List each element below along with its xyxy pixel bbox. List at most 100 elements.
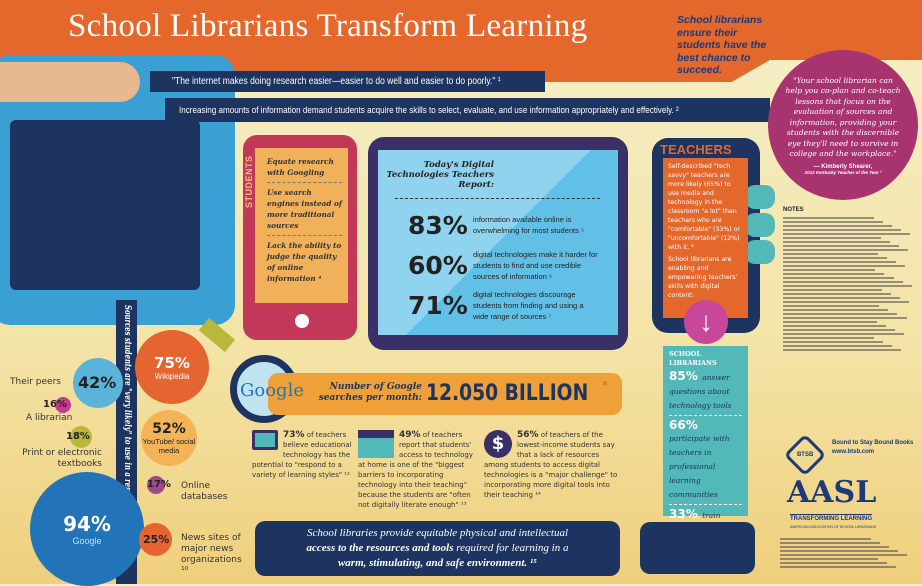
- fact-text: of teachers of the lowest-income student…: [484, 431, 618, 499]
- stat-value: 66%: [669, 418, 698, 432]
- fine-print-line: [780, 566, 896, 568]
- source-label: YouTube/ social media: [142, 437, 196, 455]
- banner-line: warm, stimulating, and safe environment.…: [337, 557, 538, 569]
- source-value: 16%: [43, 399, 67, 410]
- hand-icon: [0, 62, 140, 102]
- tagline: School librarians ensure their students …: [677, 14, 767, 76]
- fact-item: $ 56% of teachers of the lowest-income s…: [484, 430, 620, 500]
- librarian-stat: 85% answer questions about technology to…: [669, 370, 742, 416]
- teal-finger: [745, 185, 775, 209]
- school-librarians-label: SCHOOL LIBRARIANS: [669, 350, 717, 367]
- footer-banner: School libraries provide equitable physi…: [255, 521, 620, 576]
- librarian-quote-bubble: "Your school librarian can help you co-p…: [768, 50, 918, 200]
- fine-print-line: [780, 554, 908, 556]
- quote-author: — Kimberly Shearer,: [813, 163, 873, 170]
- banner-bold: access to the resources and tools: [306, 542, 454, 554]
- notes-list: [783, 217, 913, 351]
- teachers-card: Self-described "tech savvy" teachers are…: [663, 158, 748, 318]
- quote-internet: "The internet makes doing research easie…: [172, 76, 501, 87]
- banner-line: required for learning in a: [453, 542, 569, 554]
- fine-print-line: [780, 538, 871, 540]
- fine-print-line: [783, 233, 911, 235]
- header-band: [0, 0, 922, 60]
- stat-text: digital technologies discourage students…: [473, 289, 584, 321]
- stat-row: 71% digital technologies discourage stude…: [408, 285, 618, 325]
- fine-print-line: [783, 293, 891, 295]
- fine-print-line: [780, 550, 899, 552]
- source-wikipedia: 75% Wikipedia: [135, 330, 209, 404]
- fine-print-line: [783, 321, 877, 323]
- btsb-text: BTSB: [796, 452, 814, 458]
- fine-print-line: [783, 257, 887, 259]
- fine-print-line: [783, 333, 904, 335]
- google-label: Number of Google searches per month:: [318, 382, 422, 403]
- stat-value: 83%: [408, 210, 468, 240]
- banner-line-2: access to the resources and tools requir…: [255, 541, 620, 556]
- fact-value: 73%: [283, 430, 305, 440]
- source-value: 75%: [154, 353, 190, 372]
- fine-print-line: [783, 253, 878, 255]
- laptop-screen: [378, 150, 618, 335]
- source-value: 25%: [143, 533, 170, 546]
- source-value: 94%: [63, 512, 111, 536]
- fine-print-line: [783, 241, 890, 243]
- source-google: 94% Google: [30, 472, 144, 586]
- source-librarian: [55, 397, 71, 413]
- stat-text: information available online is overwhel…: [473, 215, 585, 235]
- btsb-name: Bound to Stay Bound Books: [832, 440, 914, 446]
- fine-print-line: [783, 273, 885, 275]
- fine-print-line: [783, 309, 889, 311]
- fine-print-line: [783, 285, 912, 287]
- students-card: Equate research with Googling Use search…: [255, 148, 348, 303]
- source-value: 52%: [152, 421, 186, 437]
- aasl-subtitle: AMERICAN ASSOCIATION OF SCHOOL LIBRARIAN…: [790, 525, 877, 529]
- student-item: Lack the ability to judge the quality of…: [267, 241, 342, 283]
- google-logo: Google: [240, 380, 304, 401]
- btsb-url: www.btsb.com: [832, 449, 875, 455]
- source-label: Print or electronic textbooks: [22, 448, 102, 469]
- stat-row: 83% information available online is overw…: [408, 205, 618, 245]
- stat-row: 60% digital technologies make it harder f…: [408, 245, 618, 285]
- copyright-fine-print: [780, 536, 910, 570]
- house-icon: [358, 430, 394, 458]
- fine-print-line: [783, 261, 897, 263]
- fine-print-line: [783, 313, 898, 315]
- stat-text: digital technologies make it harder for …: [473, 249, 598, 281]
- dollar-icon: $: [484, 430, 512, 458]
- stat-value: 60%: [408, 250, 468, 280]
- laptop-divider: [395, 198, 600, 199]
- quote-text: "Your school librarian can help you co-p…: [785, 75, 901, 159]
- source-news: [139, 523, 172, 556]
- notes-heading: NOTES: [783, 207, 804, 213]
- student-item: Use search engines instead of more tradi…: [267, 187, 342, 236]
- laptop-heading: Today's Digital Technologies Teachers Re…: [386, 160, 494, 190]
- teachers-label: TEACHERS: [660, 142, 732, 157]
- source-peers: [73, 358, 123, 408]
- fine-print-line: [783, 245, 899, 247]
- fine-print-line: [783, 237, 881, 239]
- fine-print-line: [783, 329, 895, 331]
- fact-value: 56%: [517, 430, 539, 440]
- fine-print-line: [783, 269, 876, 271]
- fact-text: of teachers believe educational technolo…: [252, 431, 352, 479]
- fine-print-line: [783, 249, 908, 251]
- fine-print-line: [780, 542, 881, 544]
- librarian-stat: 66% participate with teachers in profess…: [669, 419, 742, 505]
- source-label: Google: [72, 536, 102, 546]
- teachers-text: Self-described "tech savvy" teachers are…: [668, 163, 740, 251]
- fact-item: 49% of teachers report that students' ac…: [358, 430, 478, 510]
- fine-print-line: [783, 337, 874, 339]
- stat-value: 85%: [669, 369, 698, 383]
- tablet-screen: [10, 120, 200, 290]
- student-item: Equate research with Googling: [267, 156, 342, 183]
- laptop-stats: 83% information available online is overw…: [408, 205, 618, 325]
- stat-text: participate with teachers in professiona…: [669, 434, 730, 499]
- btsb-logo: BTSB: [783, 433, 827, 477]
- source-label: Their peers: [10, 377, 61, 387]
- fine-print-line: [783, 281, 903, 283]
- teal-finger: [745, 240, 775, 264]
- fine-print-line: [783, 221, 884, 223]
- fact-value: 49%: [399, 430, 421, 440]
- quote-information: Increasing amounts of information demand…: [179, 104, 679, 116]
- laptop-icon: [252, 430, 278, 450]
